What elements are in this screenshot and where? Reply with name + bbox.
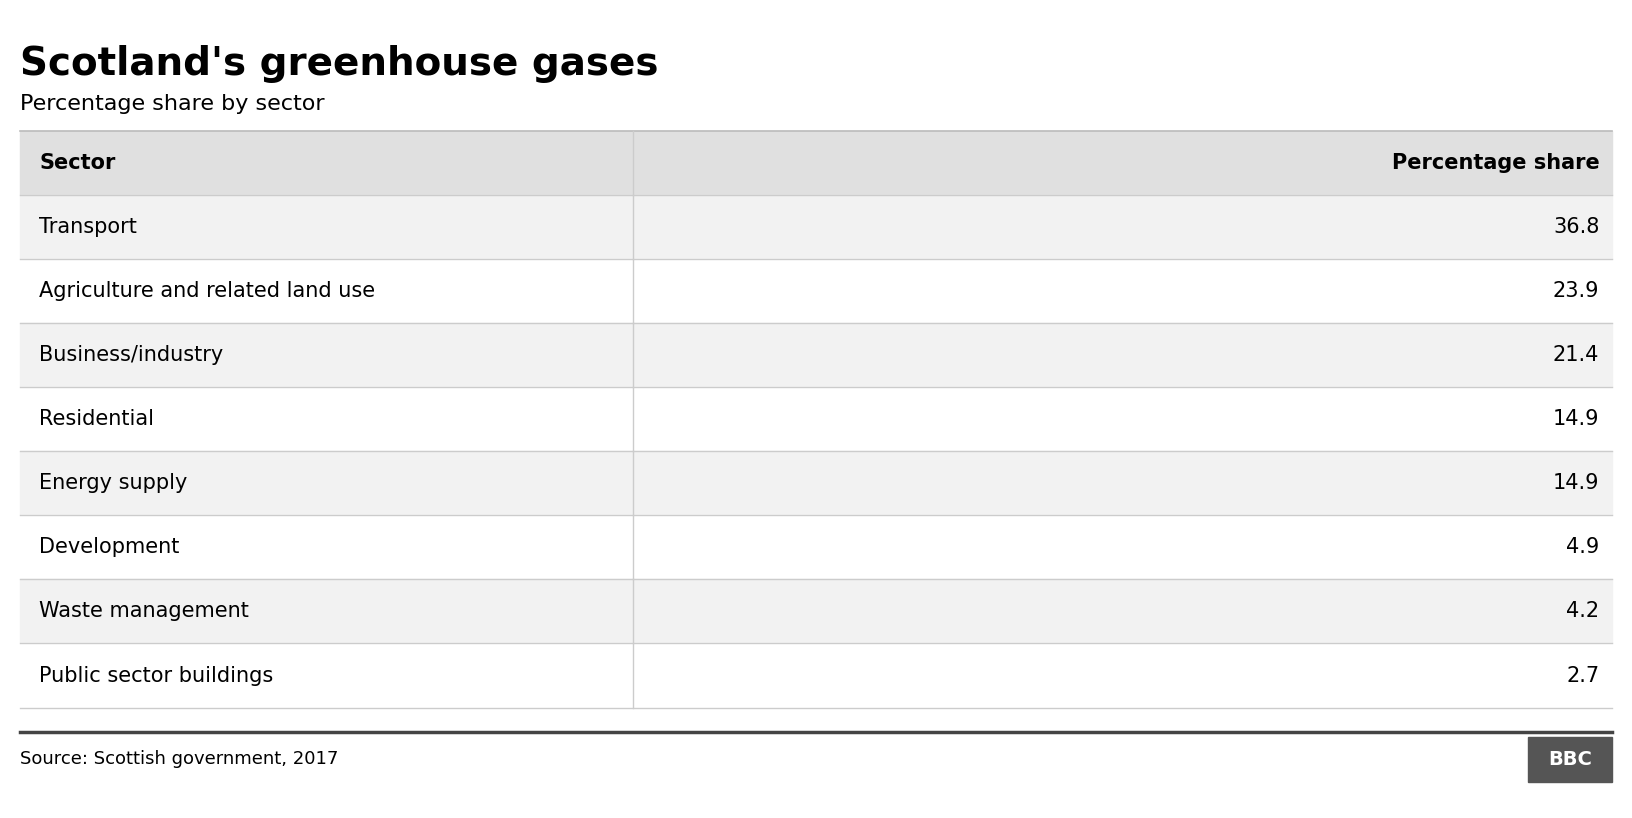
- Bar: [20, 387, 1612, 452]
- Text: Percentage share by sector: Percentage share by sector: [20, 94, 325, 114]
- Bar: [20, 644, 1612, 708]
- Bar: [20, 195, 1612, 259]
- Text: 4.9: 4.9: [1567, 537, 1599, 557]
- Text: Transport: Transport: [39, 217, 137, 237]
- Text: Business/industry: Business/industry: [39, 345, 224, 365]
- Bar: [20, 131, 1612, 195]
- Text: Percentage share: Percentage share: [1392, 153, 1599, 173]
- Text: Sector: Sector: [39, 153, 116, 173]
- Text: 36.8: 36.8: [1554, 217, 1599, 237]
- Bar: [20, 579, 1612, 644]
- Text: Energy supply: Energy supply: [39, 474, 188, 493]
- Bar: [20, 452, 1612, 515]
- Text: Development: Development: [39, 537, 180, 557]
- Text: 2.7: 2.7: [1567, 666, 1599, 685]
- Bar: [20, 259, 1612, 323]
- Text: 14.9: 14.9: [1554, 409, 1599, 429]
- Text: Residential: Residential: [39, 409, 153, 429]
- Text: 23.9: 23.9: [1554, 281, 1599, 301]
- Bar: [20, 323, 1612, 387]
- Text: 21.4: 21.4: [1554, 345, 1599, 365]
- Text: 4.2: 4.2: [1567, 601, 1599, 622]
- Text: Source: Scottish government, 2017: Source: Scottish government, 2017: [20, 750, 338, 768]
- Text: BBC: BBC: [1549, 749, 1591, 769]
- Text: Waste management: Waste management: [39, 601, 250, 622]
- Bar: [1528, 736, 1612, 782]
- Bar: [20, 515, 1612, 579]
- Text: Scotland's greenhouse gases: Scotland's greenhouse gases: [20, 45, 658, 83]
- Text: Agriculture and related land use: Agriculture and related land use: [39, 281, 375, 301]
- Text: 14.9: 14.9: [1554, 474, 1599, 493]
- Text: Public sector buildings: Public sector buildings: [39, 666, 274, 685]
